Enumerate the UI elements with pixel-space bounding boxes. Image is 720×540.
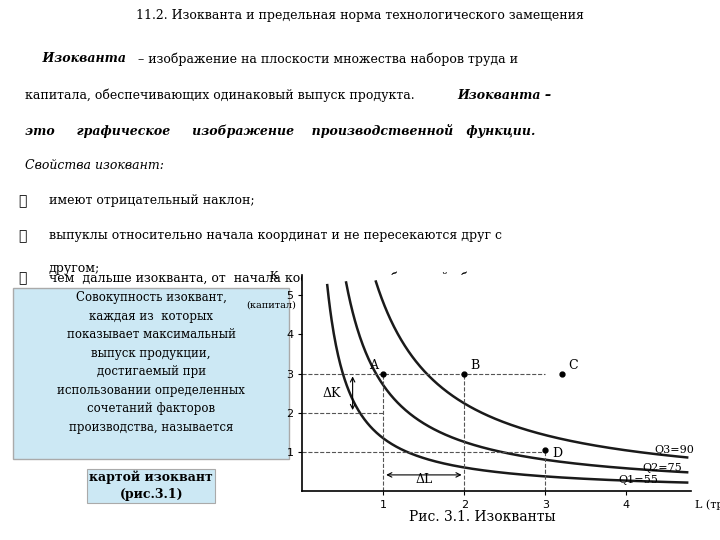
Text: ☐: ☐: [18, 271, 27, 285]
FancyBboxPatch shape: [13, 288, 289, 459]
Text: Q3=90: Q3=90: [654, 445, 695, 455]
Text: Свойства изоквант:: Свойства изоквант:: [25, 159, 164, 172]
Text: L (труд): L (труд): [696, 500, 720, 510]
Text: Q2=75: Q2=75: [642, 463, 683, 473]
Text: капитала, обеспечивающих одинаковый выпуск продукта.: капитала, обеспечивающих одинаковый выпу…: [25, 89, 415, 103]
Text: B: B: [470, 359, 480, 372]
Text: ΔL: ΔL: [415, 472, 433, 486]
Text: Совокупность изоквант,
каждая из  которых
показывает максимальный
выпуск продукц: Совокупность изоквант, каждая из которых…: [58, 292, 245, 434]
Text: другом;: другом;: [49, 262, 100, 275]
Text: выпуска ей соответствует.: выпуска ей соответствует.: [49, 305, 225, 318]
Text: картой изоквант
(рис.3.1): картой изоквант (рис.3.1): [89, 471, 213, 501]
Text: ΔK: ΔK: [323, 387, 341, 400]
Text: Q1=55: Q1=55: [618, 475, 658, 484]
Text: чем  дальше изокванта, от  начала координат, тем больший объем: чем дальше изокванта, от начала координа…: [49, 271, 493, 285]
Text: – изображение на плоскости множества наборов труда и: – изображение на плоскости множества наб…: [138, 52, 518, 66]
Text: имеют отрицательный наклон;: имеют отрицательный наклон;: [49, 194, 255, 207]
Text: 11.2. Изокванта и предельная норма технологического замещения: 11.2. Изокванта и предельная норма техно…: [136, 9, 584, 22]
Text: это     графическое     изображение    производственной   функции.: это графическое изображение производстве…: [25, 124, 536, 138]
Text: ☐: ☐: [18, 229, 27, 243]
Text: Изокванта –: Изокванта –: [457, 89, 552, 102]
Text: Изокванта: Изокванта: [25, 52, 126, 65]
Text: (капитал): (капитал): [247, 301, 297, 310]
Text: К: К: [270, 271, 279, 281]
Text: D: D: [552, 447, 562, 460]
Text: выпуклы относительно начала координат и не пересекаются друг с: выпуклы относительно начала координат и …: [49, 229, 502, 242]
Text: Рис. 3.1. Изокванты: Рис. 3.1. Изокванты: [409, 510, 556, 524]
Text: C: C: [568, 359, 577, 372]
Text: ☐: ☐: [18, 194, 27, 208]
Text: A: A: [369, 359, 378, 372]
